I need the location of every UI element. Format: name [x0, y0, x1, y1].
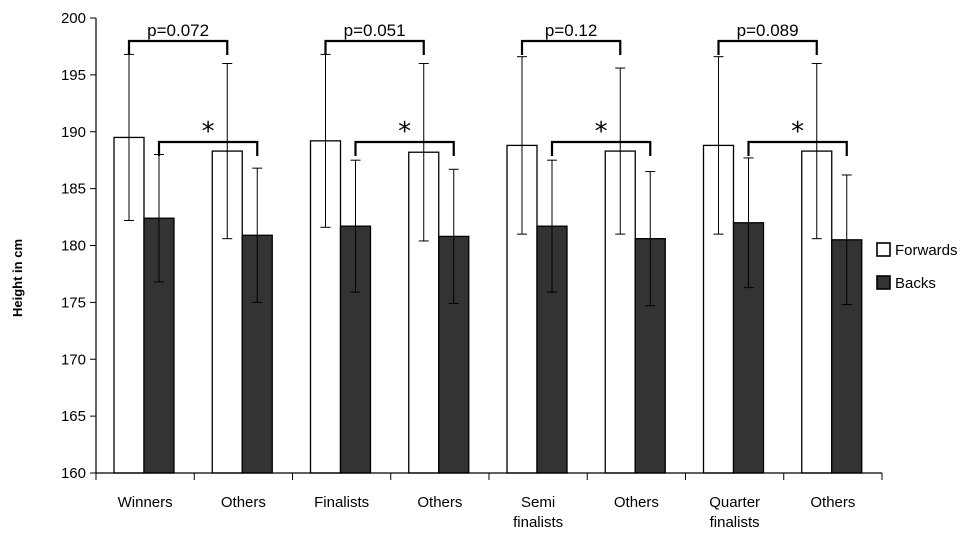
bars-group [113, 136, 863, 474]
significance-star: * [595, 117, 608, 147]
y-tick-label: 190 [61, 124, 86, 141]
significance-bracket [747, 140, 848, 156]
x-tick-label: Winners [118, 494, 173, 511]
significance-bracket [324, 39, 425, 55]
x-tick-label: finalists [710, 514, 760, 531]
annotations-group: p=0.072 * p=0.051 * p=0.12 * p=0.089 * [127, 21, 848, 156]
x-tick-label: Others [221, 494, 266, 511]
significance-star: * [791, 117, 804, 147]
y-tick-label: 165 [61, 408, 86, 425]
significance-star: * [398, 117, 411, 147]
p-value-label: p=0.051 [344, 21, 406, 40]
y-tick-label: 195 [61, 67, 86, 84]
x-tick-label: Semi [521, 494, 555, 511]
p-value-label: p=0.089 [737, 21, 799, 40]
p-value-label: p=0.12 [545, 21, 597, 40]
significance-bracket [520, 39, 622, 55]
legend-swatch-forwards [876, 242, 891, 257]
y-tick-label: 200 [61, 10, 86, 27]
significance-star: * [202, 117, 215, 147]
y-tick-label: 175 [61, 294, 86, 311]
legend-label-backs: Backs [895, 275, 936, 292]
y-axis-label: Height in cm [10, 239, 25, 317]
legend-swatch-backs [876, 275, 891, 290]
legend: Forwards Backs [876, 242, 958, 292]
significance-bracket [127, 39, 229, 55]
significance-bracket [550, 140, 652, 156]
x-tick-label: Others [614, 494, 659, 511]
x-tick-label: finalists [513, 514, 563, 531]
y-tick-label: 160 [61, 465, 86, 482]
x-tick-label: Others [417, 494, 462, 511]
y-tick-label: 185 [61, 181, 86, 198]
legend-label-forwards: Forwards [895, 242, 958, 259]
x-tick-label: Others [810, 494, 855, 511]
y-tick-label: 170 [61, 351, 86, 368]
significance-bracket [157, 140, 259, 156]
p-value-label: p=0.072 [147, 21, 209, 40]
significance-bracket [717, 39, 818, 55]
x-tick-label: Finalists [314, 494, 369, 511]
x-tick-label: Quarter [709, 494, 760, 511]
significance-bracket [354, 140, 455, 156]
error-bars-group [124, 53, 852, 307]
y-tick-label: 180 [61, 238, 86, 255]
axes-group: 160 165 170 175 180 185 190 195 200 Winners Others… [61, 10, 883, 531]
